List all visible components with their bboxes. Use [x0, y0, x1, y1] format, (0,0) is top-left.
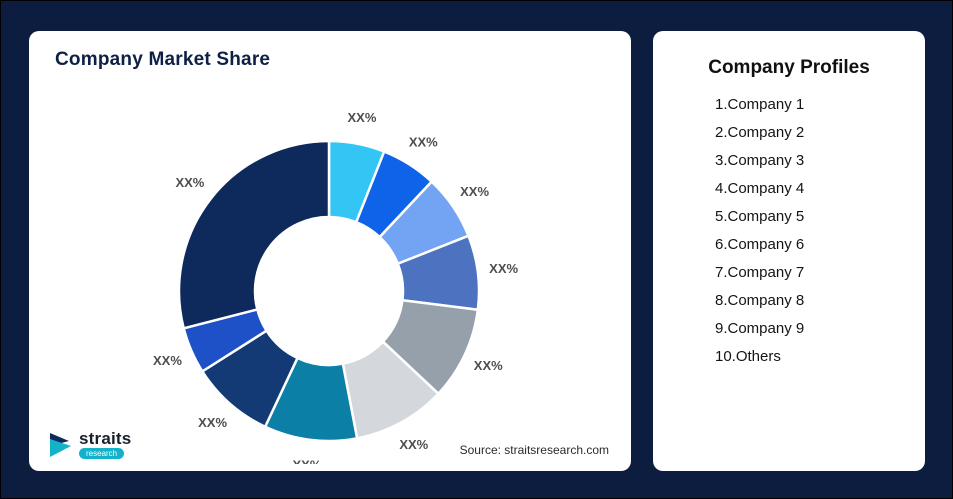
logo-text: straits research [79, 430, 131, 459]
donut-chart-svg: XX% XX% XX% XX% XX% XX% XX% XX% XX% XX% [153, 110, 518, 472]
logo-name: straits [79, 429, 132, 448]
slice-label-8: XX% [198, 415, 227, 430]
donut-chart: XX% XX% XX% XX% XX% XX% XX% XX% XX% XX% [29, 69, 631, 472]
straits-research-logo: straits research [49, 430, 131, 459]
donut-slice-10 [177, 139, 331, 330]
slice-label-9: XX% [153, 353, 182, 368]
profiles-title: Company Profiles [708, 57, 870, 78]
slice-label-6: XX% [399, 437, 428, 452]
company-list-item: 1.Company 1 [715, 96, 805, 113]
company-list-item: 6.Company 6 [715, 236, 805, 253]
slice-label-1: XX% [348, 110, 377, 125]
slice-label-4: XX% [489, 261, 518, 276]
company-list-item: 3.Company 3 [715, 152, 805, 169]
company-list-item: 5.Company 5 [715, 208, 805, 225]
market-share-card: Company Market Share XX% XX% XX% XX% XX% XX% X… [29, 31, 631, 473]
slice-label-7: XX% [292, 458, 321, 464]
chart-title: Company Market Share [55, 49, 271, 70]
company-list: 1.Company 1 2.Company 2 3.Company 3 4.Compa… [653, 95, 925, 366]
company-profiles-card: Company Profiles 1.Company 1 2.Company 2 3… [653, 31, 925, 471]
company-list-item: 4.Company 4 [715, 180, 805, 197]
slice-label-5: XX% [474, 358, 503, 373]
logo-subtitle: research [79, 448, 125, 459]
slice-label-10: XX% [175, 175, 204, 190]
company-list-item: 7.Company 7 [715, 264, 805, 281]
company-list-item: 9.Company 9 [715, 320, 805, 337]
company-list-item: 8.Company 8 [715, 292, 805, 309]
slice-label-2: XX% [409, 134, 438, 149]
company-list-item: 10.Others [715, 348, 781, 365]
slice-label-3: XX% [460, 184, 489, 199]
straits-logo-icon [50, 432, 71, 457]
company-list-item: 2.Company 2 [715, 124, 805, 141]
source-attribution: Source: straitsresearch.com [459, 443, 609, 457]
